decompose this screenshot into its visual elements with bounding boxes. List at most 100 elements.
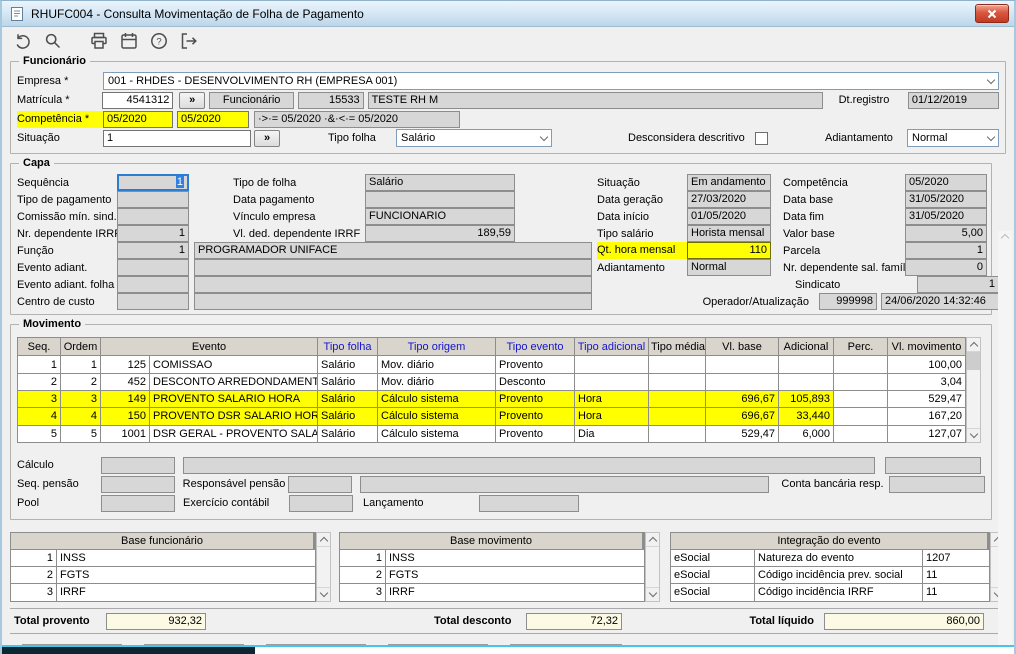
scroll-down-button[interactable]	[317, 587, 330, 601]
matricula-input[interactable]: 4541312	[102, 91, 174, 109]
cell-tipo-origem[interactable]: Cálculo sistema	[377, 424, 496, 444]
cell-seq[interactable]: 5	[17, 424, 61, 444]
cell-adicional[interactable]: 6,000	[778, 424, 834, 444]
cell-codigo[interactable]: 149	[100, 389, 150, 409]
competencia-de-input[interactable]: 05/2020	[103, 110, 173, 128]
cell-adicional[interactable]	[778, 355, 834, 374]
cell-tipo-evento[interactable]: Provento	[495, 407, 575, 426]
cell-descricao[interactable]: DESCONTO ARREDONDAMENTO SAL	[149, 372, 318, 392]
cell-tipo-folha[interactable]: Salário	[317, 389, 378, 409]
empresa-select[interactable]: 001 - RHDES - DESENVOLVIMENTO RH (EMPRES…	[103, 72, 999, 90]
cell-ordem[interactable]: 4	[60, 407, 101, 426]
cell-vl-movimento[interactable]: 100,00	[887, 355, 966, 374]
movimento-scrollbar[interactable]	[966, 337, 981, 443]
desconsidera-checkbox[interactable]	[754, 131, 768, 145]
cell-perc[interactable]	[833, 424, 888, 444]
search-button[interactable]	[42, 30, 64, 52]
cell-vl-base[interactable]: 696,67	[705, 407, 779, 426]
cell-perc[interactable]	[833, 389, 888, 409]
cell-codigo[interactable]: 125	[100, 355, 150, 374]
base-funcionario-scrollbar[interactable]	[316, 532, 331, 602]
scroll-up-button[interactable]	[967, 338, 980, 352]
adiantamento-select[interactable]: Normal	[907, 129, 999, 147]
cell-vl-base[interactable]	[705, 372, 779, 392]
competencia-ate-input[interactable]: 05/2020	[177, 110, 249, 128]
cell-tipo-adicional[interactable]	[574, 372, 649, 392]
funcao-field[interactable]: 1	[117, 242, 189, 259]
cell-tipo-evento[interactable]: Provento	[495, 424, 575, 444]
cell-vl-base[interactable]	[705, 355, 779, 374]
scroll-down-button[interactable]	[646, 587, 659, 601]
sequencia-input[interactable]: 1	[117, 174, 189, 191]
cell-tipo-folha[interactable]: Salário	[317, 424, 378, 444]
cell-tipo-origem[interactable]: Mov. diário	[377, 355, 496, 374]
cell-codigo[interactable]: 1001	[100, 424, 150, 444]
undo-button[interactable]	[12, 30, 34, 52]
col-header-tipo-origem[interactable]: Tipo origem	[377, 336, 496, 357]
cell-tipo-media[interactable]	[648, 372, 706, 392]
cell-codigo[interactable]: 452	[100, 372, 150, 392]
cell-ordem[interactable]: 2	[60, 372, 101, 392]
tipo-pagamento-field[interactable]	[117, 191, 189, 208]
tipo-folha-select[interactable]: Salário	[396, 129, 552, 147]
list-item[interactable]: 2 FGTS	[11, 567, 315, 584]
cell-seq[interactable]: 3	[17, 389, 61, 409]
scroll-up-button[interactable]	[317, 533, 330, 547]
cell-tipo-evento[interactable]: Provento	[495, 389, 575, 409]
cell-descricao[interactable]: PROVENTO SALARIO HORA	[149, 389, 318, 409]
cell-tipo-origem[interactable]: Cálculo sistema	[377, 389, 496, 409]
list-item[interactable]: eSocial Código incidência prev. social 1…	[671, 567, 989, 584]
centro-custo-field[interactable]	[117, 293, 189, 310]
cell-seq[interactable]: 2	[17, 372, 61, 392]
col-header-tipo-folha[interactable]: Tipo folha	[317, 336, 378, 357]
scroll-down-button[interactable]	[967, 428, 980, 442]
cell-descricao[interactable]: COMISSAO	[149, 355, 318, 374]
base-movimento-scrollbar[interactable]	[645, 532, 660, 602]
col-header-tipo-evento[interactable]: Tipo evento	[495, 336, 575, 357]
cell-tipo-origem[interactable]: Cálculo sistema	[377, 407, 496, 426]
page-scrollbar[interactable]	[998, 231, 1012, 654]
cell-perc[interactable]	[833, 407, 888, 426]
cell-vl-movimento[interactable]: 127,07	[887, 424, 966, 444]
evento-adiant-folha-field[interactable]	[117, 276, 189, 293]
evento-adiant-field[interactable]	[117, 259, 189, 276]
col-header-tipo-adicional[interactable]: Tipo adicional	[574, 336, 649, 357]
cell-tipo-folha[interactable]: Salário	[317, 355, 378, 374]
list-item[interactable]: 2 FGTS	[340, 567, 644, 584]
cell-seq[interactable]: 4	[17, 407, 61, 426]
cell-tipo-media[interactable]	[648, 407, 706, 426]
list-item[interactable]: 3 IRRF	[11, 584, 315, 601]
scroll-up-button[interactable]	[646, 533, 659, 547]
cell-tipo-media[interactable]	[648, 389, 706, 409]
exit-button[interactable]	[178, 30, 200, 52]
calendar-button[interactable]	[118, 30, 140, 52]
list-item[interactable]: 1 INSS	[340, 550, 644, 567]
cell-descricao[interactable]: PROVENTO DSR SALARIO HORA	[149, 407, 318, 426]
cell-tipo-evento[interactable]: Desconto	[495, 372, 575, 392]
cell-vl-movimento[interactable]: 3,04	[887, 372, 966, 392]
cell-vl-movimento[interactable]: 529,47	[887, 389, 966, 409]
list-item[interactable]: eSocial Natureza do evento 1207	[671, 550, 989, 567]
nr-dependente-irrf-field[interactable]: 1	[117, 225, 189, 242]
cell-tipo-adicional[interactable]: Hora	[574, 389, 649, 409]
cell-vl-base[interactable]: 696,67	[705, 389, 779, 409]
cell-codigo[interactable]: 150	[100, 407, 150, 426]
cell-perc[interactable]	[833, 372, 888, 392]
list-item[interactable]: eSocial Código incidência IRRF 11	[671, 584, 989, 601]
list-item[interactable]: 1 INSS	[11, 550, 315, 567]
cell-ordem[interactable]: 1	[60, 355, 101, 374]
close-button[interactable]	[975, 4, 1009, 23]
cell-tipo-adicional[interactable]	[574, 355, 649, 374]
cell-tipo-media[interactable]	[648, 424, 706, 444]
scrollbar-thumb[interactable]	[967, 352, 980, 370]
cell-ordem[interactable]: 5	[60, 424, 101, 444]
matricula-lookup-button[interactable]: »	[179, 91, 206, 109]
cell-tipo-folha[interactable]: Salário	[317, 407, 378, 426]
cell-adicional[interactable]: 105,893	[778, 389, 834, 409]
cell-tipo-folha[interactable]: Salário	[317, 372, 378, 392]
cell-seq[interactable]: 1	[17, 355, 61, 374]
comissao-field[interactable]	[117, 208, 189, 225]
cell-adicional[interactable]	[778, 372, 834, 392]
cell-ordem[interactable]: 3	[60, 389, 101, 409]
situacao-lookup-button[interactable]: »	[254, 129, 280, 147]
